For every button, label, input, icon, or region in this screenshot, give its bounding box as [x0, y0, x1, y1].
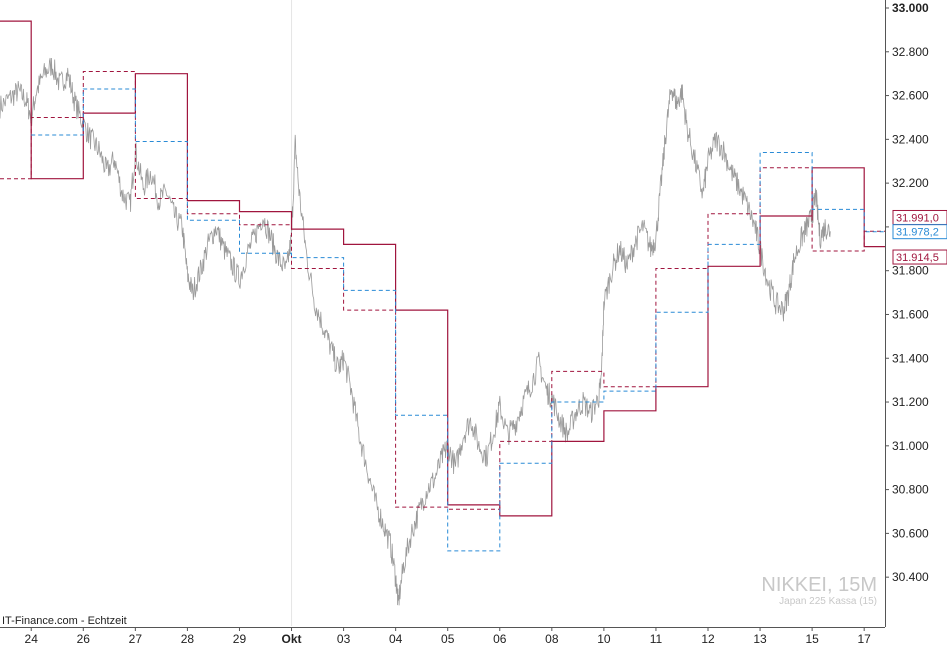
x-tick-label: 15: [805, 632, 819, 646]
y-tick-label: 33.000: [892, 1, 929, 15]
level-series-weekly: [0, 20, 885, 517]
axes: 30.400 30.600 30.800 31.000 31.200 31.400 31.6…: [0, 0, 929, 646]
level-series: [0, 20, 885, 552]
x-tick-label: 29: [233, 632, 247, 646]
y-tick-label: 31.600: [892, 307, 929, 321]
x-tick-label: 10: [597, 632, 611, 646]
price-series: [0, 57, 831, 606]
data-source-label: IT-Finance.com - Echtzeit: [2, 615, 127, 627]
level-series-daily_low: [31, 88, 885, 552]
y-tick-label: 30.800: [892, 483, 929, 497]
x-tick-label: Okt: [282, 632, 302, 646]
y-tick-label: 30.400: [892, 570, 929, 584]
x-tick-label: 13: [753, 632, 767, 646]
price-marker-tag: 31.978,2: [892, 224, 947, 240]
price-marker-label: 31.991,0: [896, 212, 939, 224]
y-tick-label: 31.000: [892, 439, 929, 453]
price-markers: 31.991,0 31.978,2 31.914,5: [892, 209, 947, 265]
price-line: [0, 57, 831, 606]
y-tick-label: 31.400: [892, 351, 929, 365]
x-tick-label: 11: [650, 632, 663, 646]
price-marker-label: 31.914,5: [896, 252, 939, 264]
x-tick-label: 26: [77, 632, 91, 646]
x-tick-label: 08: [545, 632, 559, 646]
price-marker-box: [892, 249, 947, 265]
y-tick-label: 30.600: [892, 526, 929, 540]
price-marker-box: [892, 224, 947, 240]
y-tick-label: 32.400: [892, 132, 929, 146]
price-marker-label: 31.978,2: [896, 227, 939, 239]
level-series-daily_high: [0, 71, 885, 510]
x-tick-label: 12: [701, 632, 715, 646]
y-tick-label: 31.800: [892, 264, 929, 278]
price-marker-tag: 31.991,0: [892, 209, 947, 225]
x-tick-label: 06: [493, 632, 507, 646]
x-tick-label: 24: [25, 632, 39, 646]
x-tick-label: 27: [129, 632, 143, 646]
x-tick-label: 05: [441, 632, 455, 646]
price-marker-tag: 31.914,5: [892, 249, 947, 265]
x-tick-label: 17: [857, 632, 871, 646]
y-tick-label: 32.600: [892, 89, 929, 103]
x-tick-label: 04: [389, 632, 403, 646]
x-tick-label: 03: [337, 632, 351, 646]
y-tick-label: 31.200: [892, 395, 929, 409]
y-tick-label: 32.200: [892, 176, 929, 190]
y-tick-label: 32.800: [892, 45, 929, 59]
x-tick-label: 28: [181, 632, 195, 646]
